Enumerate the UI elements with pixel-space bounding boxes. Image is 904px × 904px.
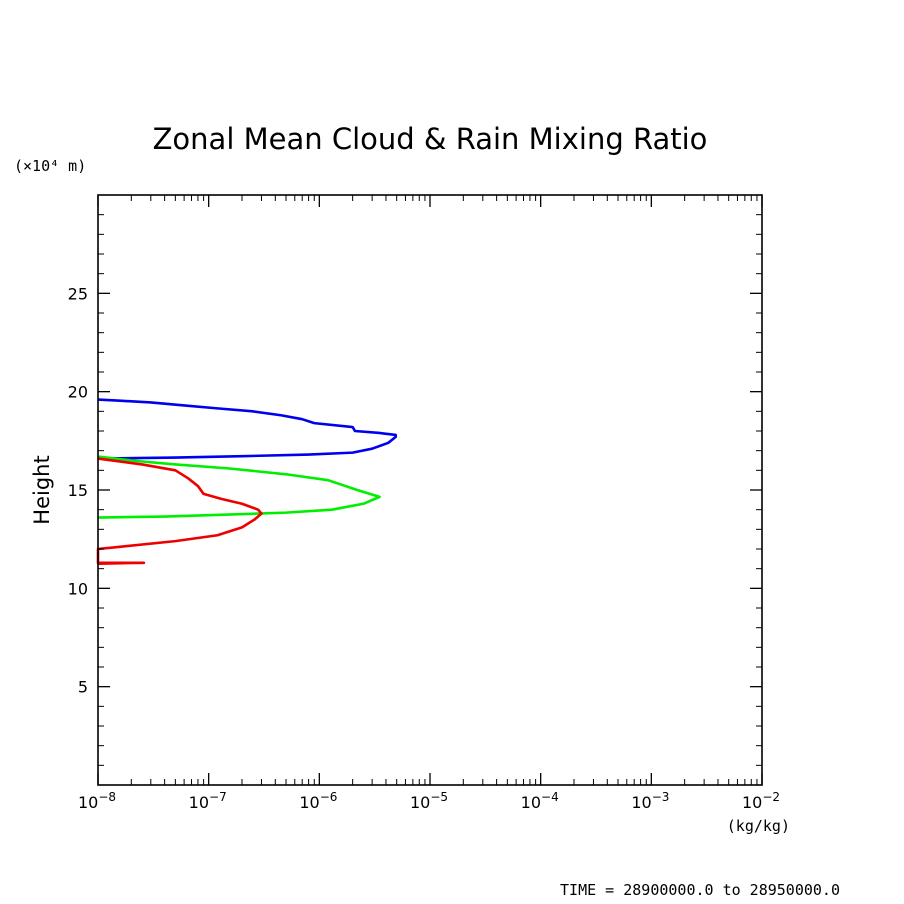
time-range-footer: TIME = 28900000.0 to 28950000.0 — [560, 881, 840, 899]
y-tick-label: 25 — [68, 284, 88, 303]
y-tick-label: 20 — [68, 383, 88, 402]
y-unit-label: (×10⁴ m) — [14, 157, 86, 175]
chart-title: Zonal Mean Cloud & Rain Mixing Ratio — [153, 122, 708, 156]
series-line-2 — [97, 455, 381, 519]
x-unit-label: (kg/kg) — [727, 817, 790, 835]
y-tick-label: 10 — [68, 579, 88, 598]
y-tick-label: 15 — [68, 481, 88, 500]
y-tick-label: 5 — [78, 678, 88, 697]
series-line-1 — [97, 398, 398, 460]
y-axis-label: Height — [30, 455, 54, 524]
